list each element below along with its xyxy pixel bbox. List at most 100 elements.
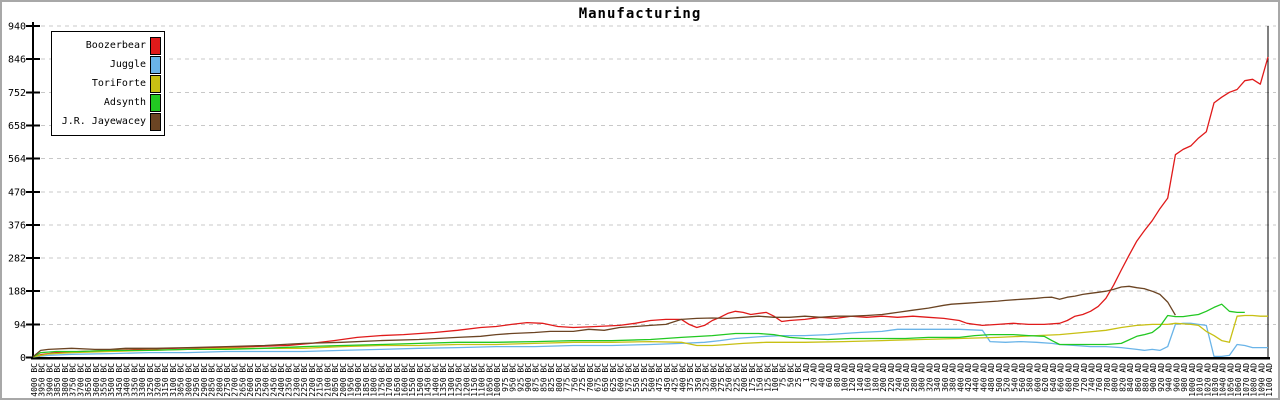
x-axis-label: 660 AD (1057, 363, 1066, 392)
x-axis-label: 820 AD (1118, 363, 1127, 392)
legend-label: Boozerbear (85, 40, 146, 51)
y-axis-label: 376 (8, 220, 26, 231)
x-axis-label: 2400 BC (277, 363, 286, 397)
x-axis-label: 975 BC (501, 363, 510, 392)
series-line-adsynth (32, 303, 1245, 358)
legend-item: ToriForte (54, 74, 161, 93)
x-axis-label: 925 BC (516, 363, 525, 392)
legend-item: J.R. Jayewacey (54, 112, 161, 131)
x-axis-label: 1850 BC (362, 363, 371, 397)
x-axis-label: 1080 AD (1250, 363, 1259, 397)
x-axis-label: 980 AD (1180, 363, 1189, 392)
y-axis-label: 188 (8, 287, 26, 298)
x-axis-label: 3600 BC (92, 363, 101, 397)
x-axis-label: 3200 BC (154, 363, 163, 397)
x-axis-label: 3850 BC (53, 363, 62, 397)
x-axis-label: 220 AD (887, 363, 896, 392)
x-axis-label: 2350 BC (285, 363, 294, 397)
x-axis-label: 680 AD (1064, 363, 1073, 392)
x-axis-label: 3650 BC (84, 363, 93, 397)
y-axis-label: 94 (14, 320, 26, 331)
x-axis-label: 780 AD (1103, 363, 1112, 392)
y-axis-label: 282 (8, 254, 26, 265)
x-axis-label: 750 BC (570, 363, 579, 392)
x-axis-label: 1050 AD (1226, 363, 1235, 397)
x-axis-label: 940 AD (1165, 363, 1174, 392)
x-axis-label: 520 AD (1003, 363, 1012, 392)
x-axis-label: 1030 AD (1211, 363, 1220, 397)
x-axis-label: 1500 BC (416, 363, 425, 397)
x-axis-label: 100 AD (840, 363, 849, 392)
y-axis-label: 752 (8, 88, 26, 99)
x-axis-label: 1300 BC (447, 363, 456, 397)
x-axis-label: 1700 BC (385, 363, 394, 397)
y-axis-label: 846 (8, 55, 26, 66)
x-axis-label: 860 AD (1134, 363, 1143, 392)
x-axis-label: 2700 BC (231, 363, 240, 397)
x-axis-label: 920 AD (1157, 363, 1166, 392)
x-axis-label: 620 AD (1041, 363, 1050, 392)
x-axis-label: 1900 BC (354, 363, 363, 397)
x-axis-label: 475 BC (655, 363, 664, 392)
x-axis-label: 1350 BC (439, 363, 448, 397)
x-axis-label: 3050 BC (177, 363, 186, 397)
x-axis-label: 400 AD (956, 363, 965, 392)
x-axis-label: 225 BC (732, 363, 741, 392)
x-axis-label: 1400 BC (431, 363, 440, 397)
x-axis-label: 3450 BC (115, 363, 124, 397)
x-axis-label: 625 BC (609, 363, 618, 392)
x-axis-label: 40 AD (817, 363, 826, 387)
x-axis-label: 1020 AD (1203, 363, 1212, 397)
x-axis-label: 460 AD (979, 363, 988, 392)
x-axis-label: 50 BC (786, 363, 795, 387)
x-axis-label: 175 BC (748, 363, 757, 392)
x-axis-label: 120 AD (848, 363, 857, 392)
series-line-boozerbear (32, 56, 1269, 358)
x-axis-label: 1010 AD (1196, 363, 1205, 397)
x-axis-label: 80 AD (833, 363, 842, 387)
x-axis-label: 840 AD (1126, 363, 1135, 392)
x-axis-label: 75 BC (779, 363, 788, 387)
x-axis-label: 800 AD (1111, 363, 1120, 392)
x-axis-label: 2550 BC (254, 363, 263, 397)
y-axis-label: 470 (8, 187, 26, 198)
x-axis-label: 25 BC (794, 363, 803, 387)
x-axis-label: 2850 BC (208, 363, 217, 397)
legend-label: Juggle (109, 59, 146, 70)
x-axis-label: 500 AD (995, 363, 1004, 392)
x-axis-label: 1070 AD (1242, 363, 1251, 397)
x-axis-label: 325 BC (702, 363, 711, 392)
x-axis-label: 425 BC (671, 363, 680, 392)
x-axis-label: 580 AD (1026, 363, 1035, 392)
x-axis-label: 1100 BC (478, 363, 487, 397)
x-axis-label: 1 AD (802, 363, 811, 382)
x-axis-label: 1650 BC (393, 363, 402, 397)
x-axis-label: 1060 AD (1234, 363, 1243, 397)
x-axis-label: 350 BC (694, 363, 703, 392)
x-axis-label: 525 BC (640, 363, 649, 392)
x-axis-label: 1550 BC (408, 363, 417, 397)
x-axis-label: 3100 BC (169, 363, 178, 397)
x-axis-label: 2950 BC (192, 363, 201, 397)
x-axis-label: 2150 BC (316, 363, 325, 397)
x-axis-label: 3700 BC (76, 363, 85, 397)
x-axis-label: 900 AD (1149, 363, 1158, 392)
x-axis-label: 2450 BC (269, 363, 278, 397)
x-axis-label: 320 AD (925, 363, 934, 392)
series-line-j-r-jayewacey (32, 285, 1176, 358)
x-axis-label: 180 AD (871, 363, 880, 392)
x-axis-label: 825 BC (547, 363, 556, 392)
x-axis-label: 1150 BC (470, 363, 479, 397)
series-line-juggle (32, 322, 1268, 358)
x-axis-label: 160 AD (864, 363, 873, 392)
x-axis-label: 375 BC (686, 363, 695, 392)
x-axis-label: 2900 BC (200, 363, 209, 397)
x-axis-label: 560 AD (1018, 363, 1027, 392)
x-axis-label: 450 BC (663, 363, 672, 392)
x-axis-label: 60 AD (825, 363, 834, 387)
x-axis-label: 1090 AD (1257, 363, 1266, 397)
legend-swatch (150, 55, 161, 74)
x-axis-label: 1950 BC (346, 363, 355, 397)
x-axis-label: 1600 BC (401, 363, 410, 397)
x-axis-label: 720 AD (1080, 363, 1089, 392)
